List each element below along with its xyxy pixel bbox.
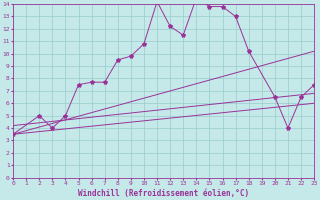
X-axis label: Windchill (Refroidissement éolien,°C): Windchill (Refroidissement éolien,°C)	[78, 189, 249, 198]
